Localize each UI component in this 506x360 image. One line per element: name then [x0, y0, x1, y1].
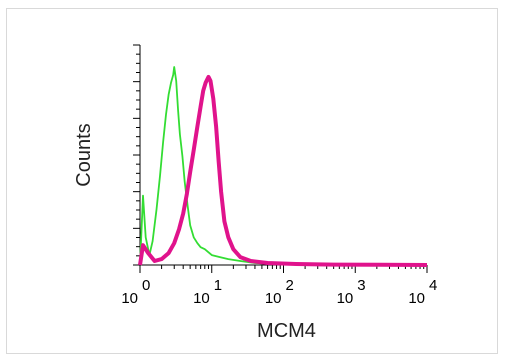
x-tick-label: 10 — [193, 290, 210, 307]
x-tick-exponent: 4 — [429, 277, 437, 294]
x-tick-exponent: 0 — [142, 277, 150, 294]
x-tick-exponent: 1 — [214, 277, 222, 294]
histogram-series-magenta — [138, 74, 428, 267]
y-axis-title: Counts — [73, 123, 95, 186]
x-tick-label: 10 — [408, 290, 425, 307]
series-group — [138, 66, 428, 267]
x-tick-label: 10 — [121, 290, 138, 307]
x-tick-exponent: 2 — [286, 277, 294, 294]
x-axis-title: MCM4 — [257, 320, 316, 342]
x-tick-label: 10 — [265, 290, 282, 307]
y-axis-ticks — [133, 44, 140, 266]
histogram-series-green — [139, 66, 428, 266]
x-tick-label: 10 — [337, 290, 354, 307]
x-tick-exponent: 3 — [357, 277, 365, 294]
chart-frame — [6, 8, 498, 354]
